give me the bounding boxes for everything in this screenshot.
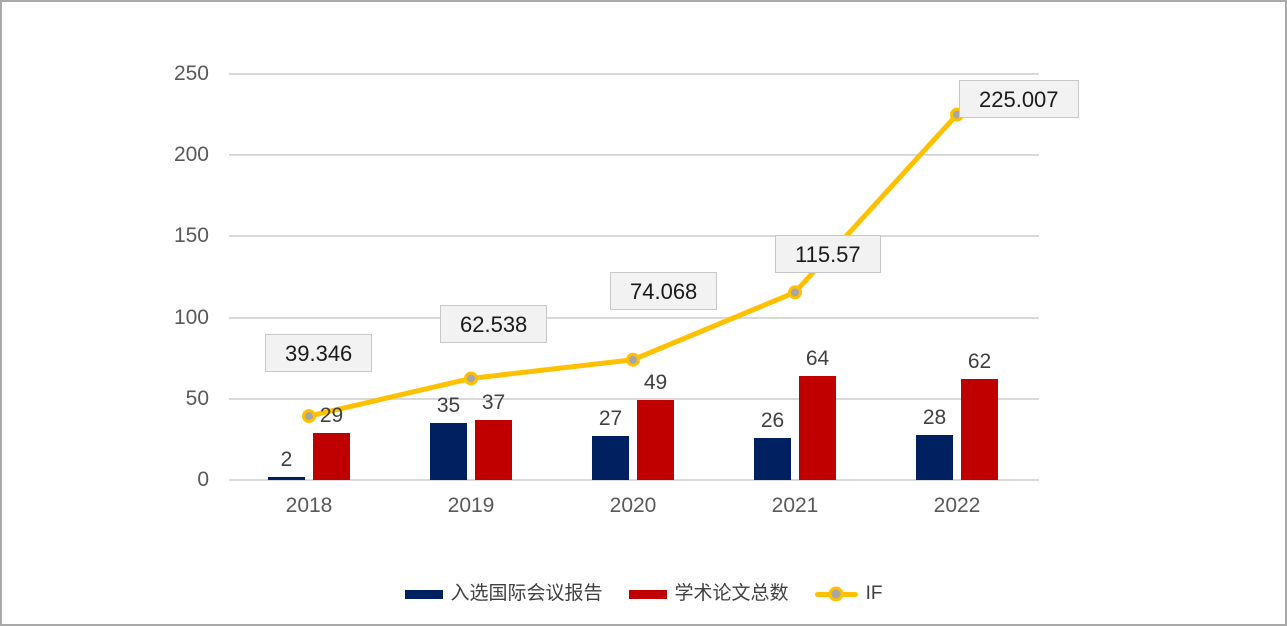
if-marker-2021 — [788, 285, 802, 300]
bar-value-label-series1-2019: 35 — [436, 394, 461, 418]
gridline-50 — [229, 397, 1039, 400]
if-value-label-2020: 74.068 — [610, 272, 718, 310]
legend-item-3: IF — [814, 582, 883, 606]
bar-series1-2019 — [430, 423, 467, 480]
bar-value-label-series2-2021: 64 — [805, 347, 830, 371]
if-marker-2019 — [464, 371, 478, 386]
bar-value-label-series2-2022: 62 — [967, 350, 992, 374]
y-axis-tick-100: 100 — [173, 305, 209, 329]
bar-series2-2018 — [313, 432, 350, 480]
bar-series1-2021 — [754, 437, 791, 480]
gridline-100 — [229, 316, 1039, 319]
gridline-250 — [229, 73, 1039, 75]
x-axis-tick-2019: 2019 — [447, 494, 495, 517]
gridline-150 — [229, 235, 1039, 238]
bar-series2-2019 — [475, 419, 512, 480]
y-axis-tick-50: 50 — [185, 386, 209, 410]
bar-value-label-series1-2020: 27 — [598, 407, 623, 431]
legend-label-3: IF — [865, 583, 883, 604]
x-axis-tick-2021: 2021 — [771, 494, 819, 517]
gridline-200 — [229, 154, 1039, 157]
legend-label-1: 入选国际会议报告 — [450, 583, 603, 604]
if-value-label-2018: 39.346 — [265, 334, 373, 372]
if-marker-2020 — [626, 352, 640, 367]
y-axis-tick-200: 200 — [173, 143, 209, 167]
bar-value-label-series2-2018: 29 — [319, 403, 344, 427]
legend: 入选国际会议报告 学术论文总数 IF — [2, 579, 1285, 609]
legend-bar-swatch-icon — [628, 589, 667, 599]
bar-series1-2018 — [268, 476, 305, 480]
x-axis-tick-2022: 2022 — [933, 494, 981, 517]
bar-value-label-series1-2022: 28 — [922, 405, 947, 429]
bar-series1-2020 — [592, 436, 629, 480]
bar-value-label-series1-2021: 26 — [760, 408, 785, 432]
legend-label-2: 学术论文总数 — [674, 583, 789, 604]
legend-bar-swatch-icon — [404, 589, 443, 599]
legend-item-1: 入选国际会议报告 — [404, 582, 603, 606]
if-value-label-2022: 225.007 — [959, 80, 1079, 118]
bar-value-label-series2-2020: 49 — [643, 371, 668, 395]
legend-line-marker-icon — [828, 586, 844, 602]
y-axis-tick-150: 150 — [173, 224, 209, 248]
legend-line-swatch-icon — [814, 586, 858, 602]
y-axis-tick-250: 250 — [173, 62, 209, 85]
if-value-label-2021: 115.57 — [775, 235, 881, 273]
legend-item-2: 学术论文总数 — [628, 582, 789, 606]
x-axis-tick-2018: 2018 — [285, 494, 333, 517]
bar-series2-2022 — [961, 379, 998, 480]
x-axis-tick-2020: 2020 — [609, 494, 657, 517]
gridline-0 — [229, 479, 1039, 481]
if-value-label-2019: 62.538 — [440, 305, 548, 343]
bar-value-label-series2-2019: 37 — [481, 390, 506, 414]
bar-value-label-series1-2018: 2 — [280, 447, 293, 471]
bar-series1-2022 — [916, 434, 953, 480]
y-axis-tick-0: 0 — [197, 468, 209, 491]
